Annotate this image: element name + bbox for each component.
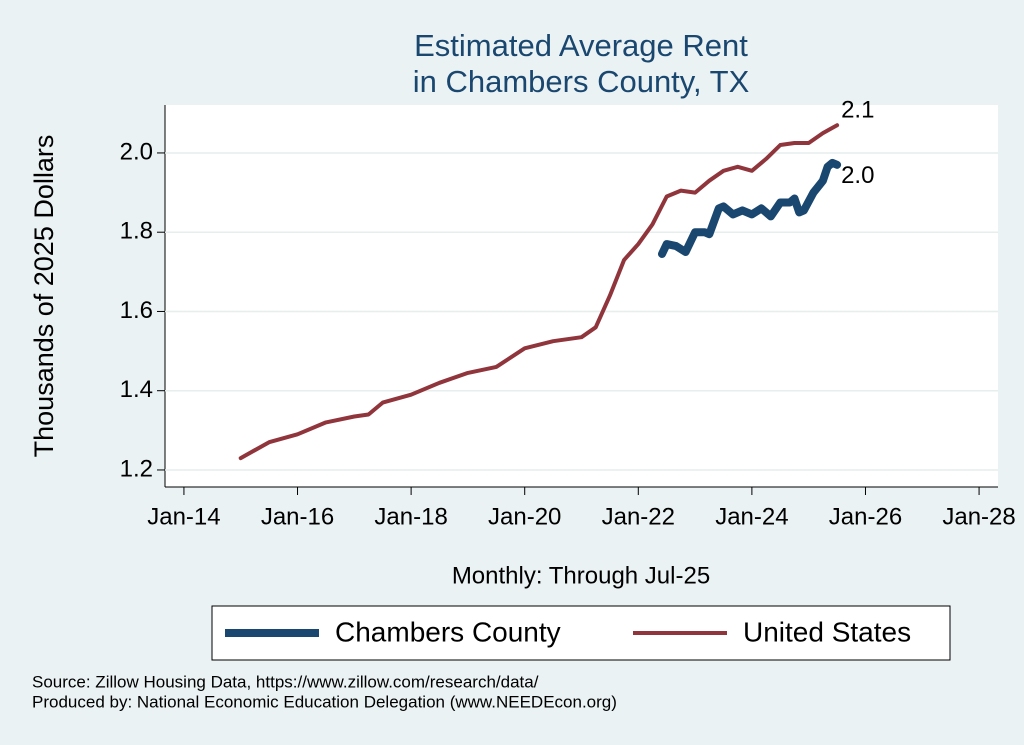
chart-title: Estimated Average Rent <box>414 28 748 63</box>
x-tick-label: Jan-28 <box>942 503 1015 530</box>
y-axis-title: Thousands of 2025 Dollars <box>29 135 59 458</box>
legend-label: United States <box>743 616 911 647</box>
source-note: Produced by: National Economic Education… <box>32 692 617 711</box>
x-tick-label: Jan-14 <box>147 503 220 530</box>
y-tick-label: 1.8 <box>120 218 153 245</box>
y-tick-label: 1.4 <box>120 376 153 403</box>
plot-area <box>165 105 998 487</box>
legend-label: Chambers County <box>335 616 561 647</box>
line-series <box>658 158 842 258</box>
chart-title: in Chambers County, TX <box>413 64 750 99</box>
x-tick-label: Jan-24 <box>715 503 788 530</box>
x-tick-label: Jan-18 <box>374 503 447 530</box>
x-tick-label: Jan-22 <box>602 503 675 530</box>
legend <box>211 605 951 661</box>
y-tick-label: 1.6 <box>120 297 153 324</box>
end-label: 2.0 <box>841 162 874 189</box>
y-tick-label: 1.2 <box>120 455 153 482</box>
y-tick-label: 2.0 <box>120 138 153 165</box>
line-series <box>238 123 840 461</box>
source-note: Source: Zillow Housing Data, https://www… <box>32 672 539 691</box>
end-label: 2.1 <box>841 97 874 124</box>
x-axis-title: Monthly: Through Jul-25 <box>452 562 710 589</box>
x-tick-label: Jan-20 <box>488 503 561 530</box>
x-tick-label: Jan-16 <box>261 503 334 530</box>
x-tick-label: Jan-26 <box>829 503 902 530</box>
